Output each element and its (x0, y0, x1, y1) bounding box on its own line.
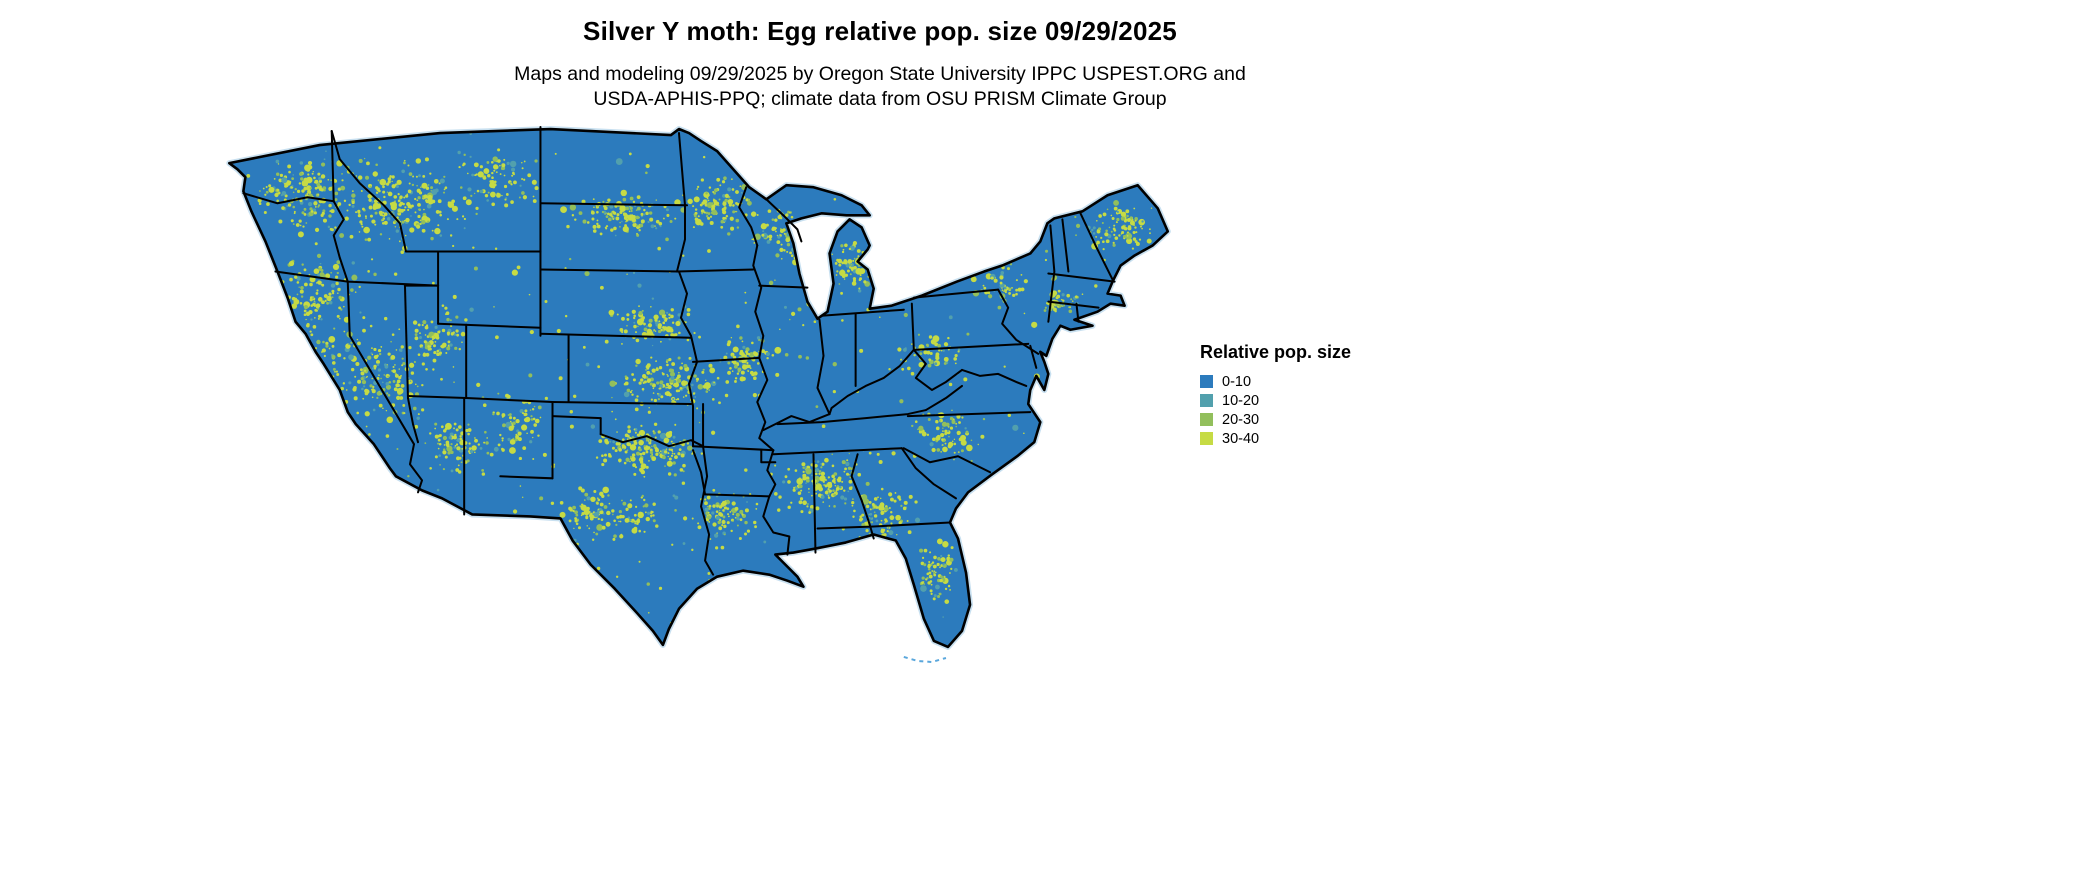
legend-label-0-10: 0-10 (1222, 373, 1252, 390)
page-title: Silver Y moth: Egg relative pop. size 09… (583, 16, 1177, 46)
legend-item: 20-30 (1200, 410, 1351, 429)
header: Silver Y moth: Egg relative pop. size 09… (0, 16, 1760, 112)
us-outline (228, 127, 1170, 649)
population-speckles (232, 129, 1168, 647)
legend-swatch-20-30 (1200, 413, 1213, 426)
legend: Relative pop. size 0-10 10-20 20-30 30-4… (1200, 342, 1351, 448)
legend-swatch-0-10 (1200, 375, 1213, 388)
us-map (197, 123, 1175, 665)
legend-item: 30-40 (1200, 429, 1351, 448)
us-map-svg (226, 126, 1171, 664)
legend-item: 10-20 (1200, 391, 1351, 410)
legend-label-20-30: 20-30 (1222, 411, 1260, 428)
florida-keys (903, 656, 947, 664)
legend-swatch-10-20 (1200, 394, 1213, 407)
subtitle-line-2: USDA-APHIS-PPQ; climate data from OSU PR… (593, 88, 1167, 110)
legend-label-30-40: 30-40 (1222, 430, 1260, 447)
legend-swatch-30-40 (1200, 432, 1213, 445)
legend-title: Relative pop. size (1200, 342, 1352, 362)
legend-label-10-20: 10-20 (1222, 392, 1260, 409)
subtitle-line-1: Maps and modeling 09/29/2025 by Oregon S… (514, 63, 1246, 85)
map-subtitle: Maps and modeling 09/29/2025 by Oregon S… (0, 62, 1760, 112)
legend-item: 0-10 (1200, 372, 1351, 391)
